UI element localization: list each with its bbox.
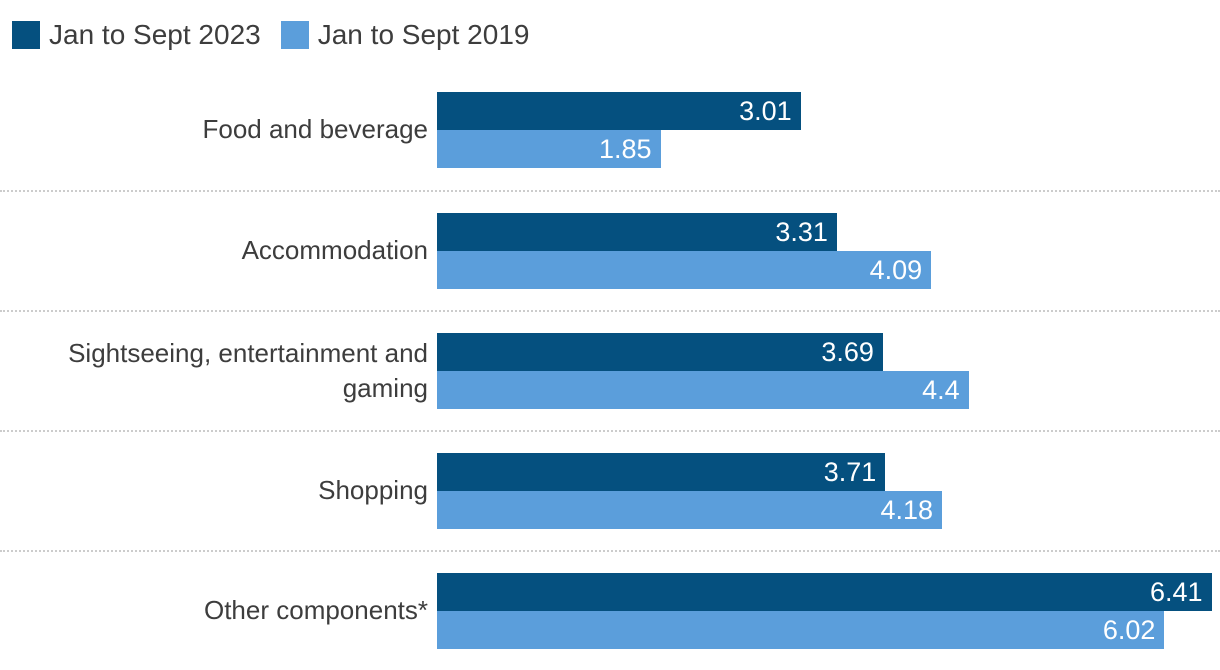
category-label: Shopping <box>318 475 428 506</box>
bar-group: 3.69 4.4 <box>437 333 1220 409</box>
chart-row-other-components: Other components* 6.41 6.02 <box>0 550 1220 670</box>
bar-2023: 3.31 <box>437 213 837 251</box>
bar-value-2019: 4.4 <box>922 375 960 405</box>
legend-label-2023: Jan to Sept 2023 <box>49 18 261 50</box>
bar-value-2019: 1.85 <box>598 134 652 164</box>
bar-2019: 4.4 <box>437 371 969 409</box>
bar-group: 6.41 6.02 <box>437 573 1220 649</box>
chart-row-food-and-beverage: Food and beverage 3.01 1.85 <box>0 70 1220 190</box>
category-label: Other components* <box>203 595 428 626</box>
bar-2023: 6.41 <box>437 573 1212 611</box>
bar-2023: 3.71 <box>437 453 886 491</box>
bar-value-2019: 4.09 <box>869 255 923 285</box>
bar-value-2023: 6.41 <box>1149 577 1203 607</box>
bar-value-2019: 4.18 <box>880 495 934 525</box>
legend: Jan to Sept 2023 Jan to Sept 2019 <box>0 0 1220 52</box>
bar-group: 3.71 4.18 <box>437 453 1220 529</box>
bar-value-2023: 3.71 <box>823 457 877 487</box>
chart-row-accommodation: Accommodation 3.31 4.09 <box>0 190 1220 310</box>
bar-group: 3.31 4.09 <box>437 213 1220 289</box>
bar-2023: 3.01 <box>437 92 801 130</box>
legend-swatch-2019-icon <box>280 20 309 49</box>
category-label: Sightseeing, entertainment and gaming <box>68 337 428 403</box>
bar-value-2023: 3.69 <box>821 337 874 367</box>
chart-row-sightseeing-entertainment-gaming: Sightseeing, entertainment and gaming 3.… <box>0 310 1220 430</box>
bar-2019: 4.09 <box>437 251 932 289</box>
bar-group: 3.01 1.85 <box>437 92 1220 168</box>
legend-label-2019: Jan to Sept 2019 <box>317 18 530 50</box>
legend-item-2019: Jan to Sept 2019 <box>280 18 530 50</box>
bar-2023: 3.69 <box>437 333 883 371</box>
category-label: Food and beverage <box>202 114 428 145</box>
bar-2019: 4.18 <box>437 491 943 529</box>
bar-value-2023: 3.01 <box>739 96 792 126</box>
bar-2019: 6.02 <box>437 611 1165 649</box>
bar-chart: Food and beverage 3.01 1.85 Accommodatio… <box>0 70 1220 670</box>
legend-item-2023: Jan to Sept 2023 <box>12 18 261 50</box>
category-label: Accommodation <box>241 235 428 266</box>
chart-row-shopping: Shopping 3.71 4.18 <box>0 430 1220 550</box>
bar-value-2023: 3.31 <box>775 217 828 247</box>
legend-swatch-2023-icon <box>12 20 40 49</box>
bar-2019: 1.85 <box>437 130 661 168</box>
bar-value-2019: 6.02 <box>1102 615 1156 645</box>
